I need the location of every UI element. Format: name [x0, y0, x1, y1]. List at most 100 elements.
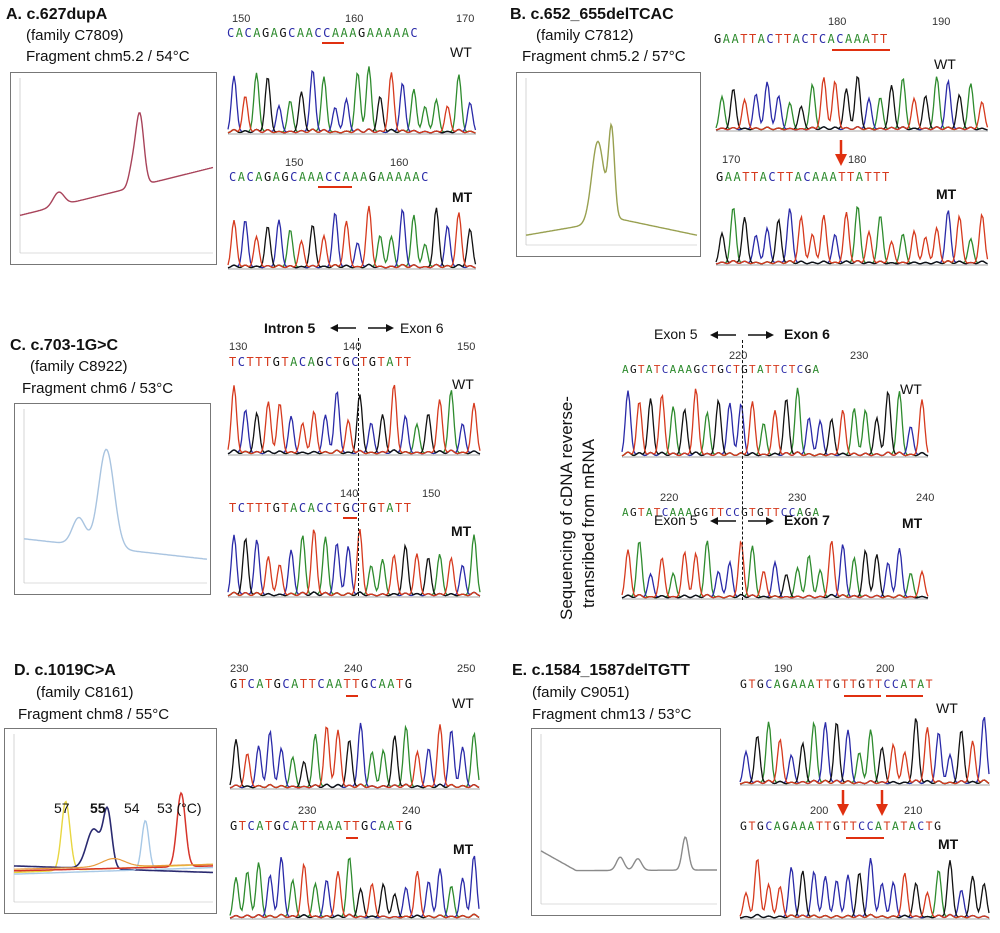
arrow-head — [876, 804, 888, 816]
base-letter: A — [820, 170, 830, 184]
base-letter: C — [883, 677, 892, 691]
base-letter: C — [244, 26, 254, 40]
arrow-right-head — [766, 517, 774, 525]
base-letter: A — [855, 170, 865, 184]
panel-c-exon-label: Exon 6 — [400, 320, 444, 336]
base-letter: T — [733, 363, 742, 376]
base-letter: A — [827, 32, 837, 46]
base-letter: G — [804, 363, 813, 376]
base-letter: A — [790, 677, 800, 691]
panel-b-mt-label: MT — [936, 186, 957, 202]
base-letter: A — [272, 170, 282, 184]
base-letter: C — [661, 506, 670, 519]
arrow-left-head — [710, 331, 718, 339]
base-letter: A — [759, 170, 769, 184]
base-letter: A — [387, 677, 396, 691]
base-letter: A — [645, 363, 654, 376]
panel-e-wt-sequence: GTGCAGAAATTGTTGTTCCATAT — [740, 677, 934, 691]
base-letter: A — [669, 363, 678, 376]
base-letter: A — [255, 170, 264, 184]
panel-c-wt-trace — [227, 384, 481, 456]
panel-d-wt-num-3: 250 — [457, 663, 476, 675]
panel-c-mt-trace — [227, 528, 481, 598]
base-letter: A — [799, 819, 808, 833]
panel-a-wt-underline — [322, 42, 344, 44]
base-letter: C — [410, 26, 420, 40]
trace-G-channel — [739, 860, 990, 919]
base-letter: A — [386, 355, 395, 369]
base-letter: G — [804, 506, 813, 519]
base-letter: A — [845, 32, 854, 46]
panel-b-mt-num-2: 180 — [848, 154, 867, 166]
base-letter: A — [351, 170, 361, 184]
base-letter: T — [764, 506, 773, 519]
base-letter: C — [701, 363, 710, 376]
panel-a-mt-num-1: 150 — [285, 157, 304, 169]
panel-b-title: B. c.652_655delTCAC — [510, 6, 674, 23]
base-letter: A — [853, 32, 863, 46]
trace-T-channel — [739, 858, 990, 919]
base-letter: T — [352, 677, 362, 691]
base-letter: C — [298, 501, 308, 515]
base-letter: T — [229, 501, 238, 515]
base-letter: C — [891, 677, 901, 691]
trace-T-channel — [229, 862, 480, 919]
base-letter: T — [395, 819, 405, 833]
panel-d-wt-underline — [346, 695, 358, 697]
base-letter: C — [369, 819, 379, 833]
melt-curve-orange — [14, 857, 213, 870]
base-letter: G — [281, 170, 291, 184]
base-letter: T — [925, 819, 935, 833]
panel-b-mt-trace — [715, 205, 989, 266]
trace-T-channel — [229, 724, 480, 789]
base-letter: T — [255, 355, 264, 369]
base-letter: C — [282, 819, 292, 833]
base-letter: C — [768, 170, 778, 184]
base-letter: A — [812, 363, 821, 376]
trace-G-channel — [621, 548, 929, 599]
panel-d-mt-num-1: 230 — [298, 805, 317, 817]
base-letter: G — [717, 363, 726, 376]
base-letter: A — [862, 32, 872, 46]
cdna-mt-num-1: 220 — [660, 492, 679, 504]
base-letter: A — [317, 819, 327, 833]
base-letter: T — [879, 32, 889, 46]
base-letter: T — [783, 32, 793, 46]
base-letter: A — [773, 677, 783, 691]
base-letter: C — [229, 170, 238, 184]
panel-d-temp-57: 57 — [54, 800, 70, 816]
melt-curve — [23, 448, 208, 560]
base-letter: A — [722, 32, 732, 46]
cdna-wt-exon-a: Exon 5 — [654, 326, 698, 342]
cdna-mt-exon-a: Exon 5 — [654, 512, 698, 528]
base-letter: T — [343, 677, 353, 691]
base-letter: T — [238, 677, 248, 691]
base-letter: C — [237, 501, 247, 515]
panel-e-wt-underline-2 — [886, 695, 923, 697]
base-letter: C — [765, 677, 774, 691]
base-letter: C — [866, 819, 875, 833]
panel-c-fragment: Fragment chm6 / 53°C — [22, 380, 174, 397]
base-letter: T — [900, 819, 909, 833]
panel-b-family: (family C7812) — [536, 27, 634, 44]
panel-b-mt-num-1: 170 — [722, 154, 741, 166]
panel-c-mt-num-2: 150 — [422, 488, 441, 500]
base-letter: T — [748, 677, 757, 691]
cdna-mt-sequence: AGTATCAAAGGTTCCGTGTTCCAGA — [622, 506, 820, 519]
base-letter: A — [307, 501, 317, 515]
panel-a-wt-trace — [227, 66, 477, 135]
base-letter: A — [773, 819, 783, 833]
base-letter: C — [818, 32, 828, 46]
base-letter: A — [291, 677, 300, 691]
plot-frame — [10, 72, 217, 265]
panel-a-mt-sequence: CACAGAGCAAACCAAAGAAAAAC — [229, 170, 430, 184]
base-letter: T — [246, 355, 256, 369]
cdna-mt-label: MT — [902, 515, 923, 531]
panel-a-wt-num-1: 150 — [232, 13, 251, 25]
base-letter: G — [342, 501, 352, 515]
arrow-head — [835, 154, 847, 166]
panel-b-deletion-arrow — [835, 140, 847, 166]
base-letter: A — [394, 170, 404, 184]
base-letter: C — [858, 819, 867, 833]
base-letter: A — [256, 819, 265, 833]
